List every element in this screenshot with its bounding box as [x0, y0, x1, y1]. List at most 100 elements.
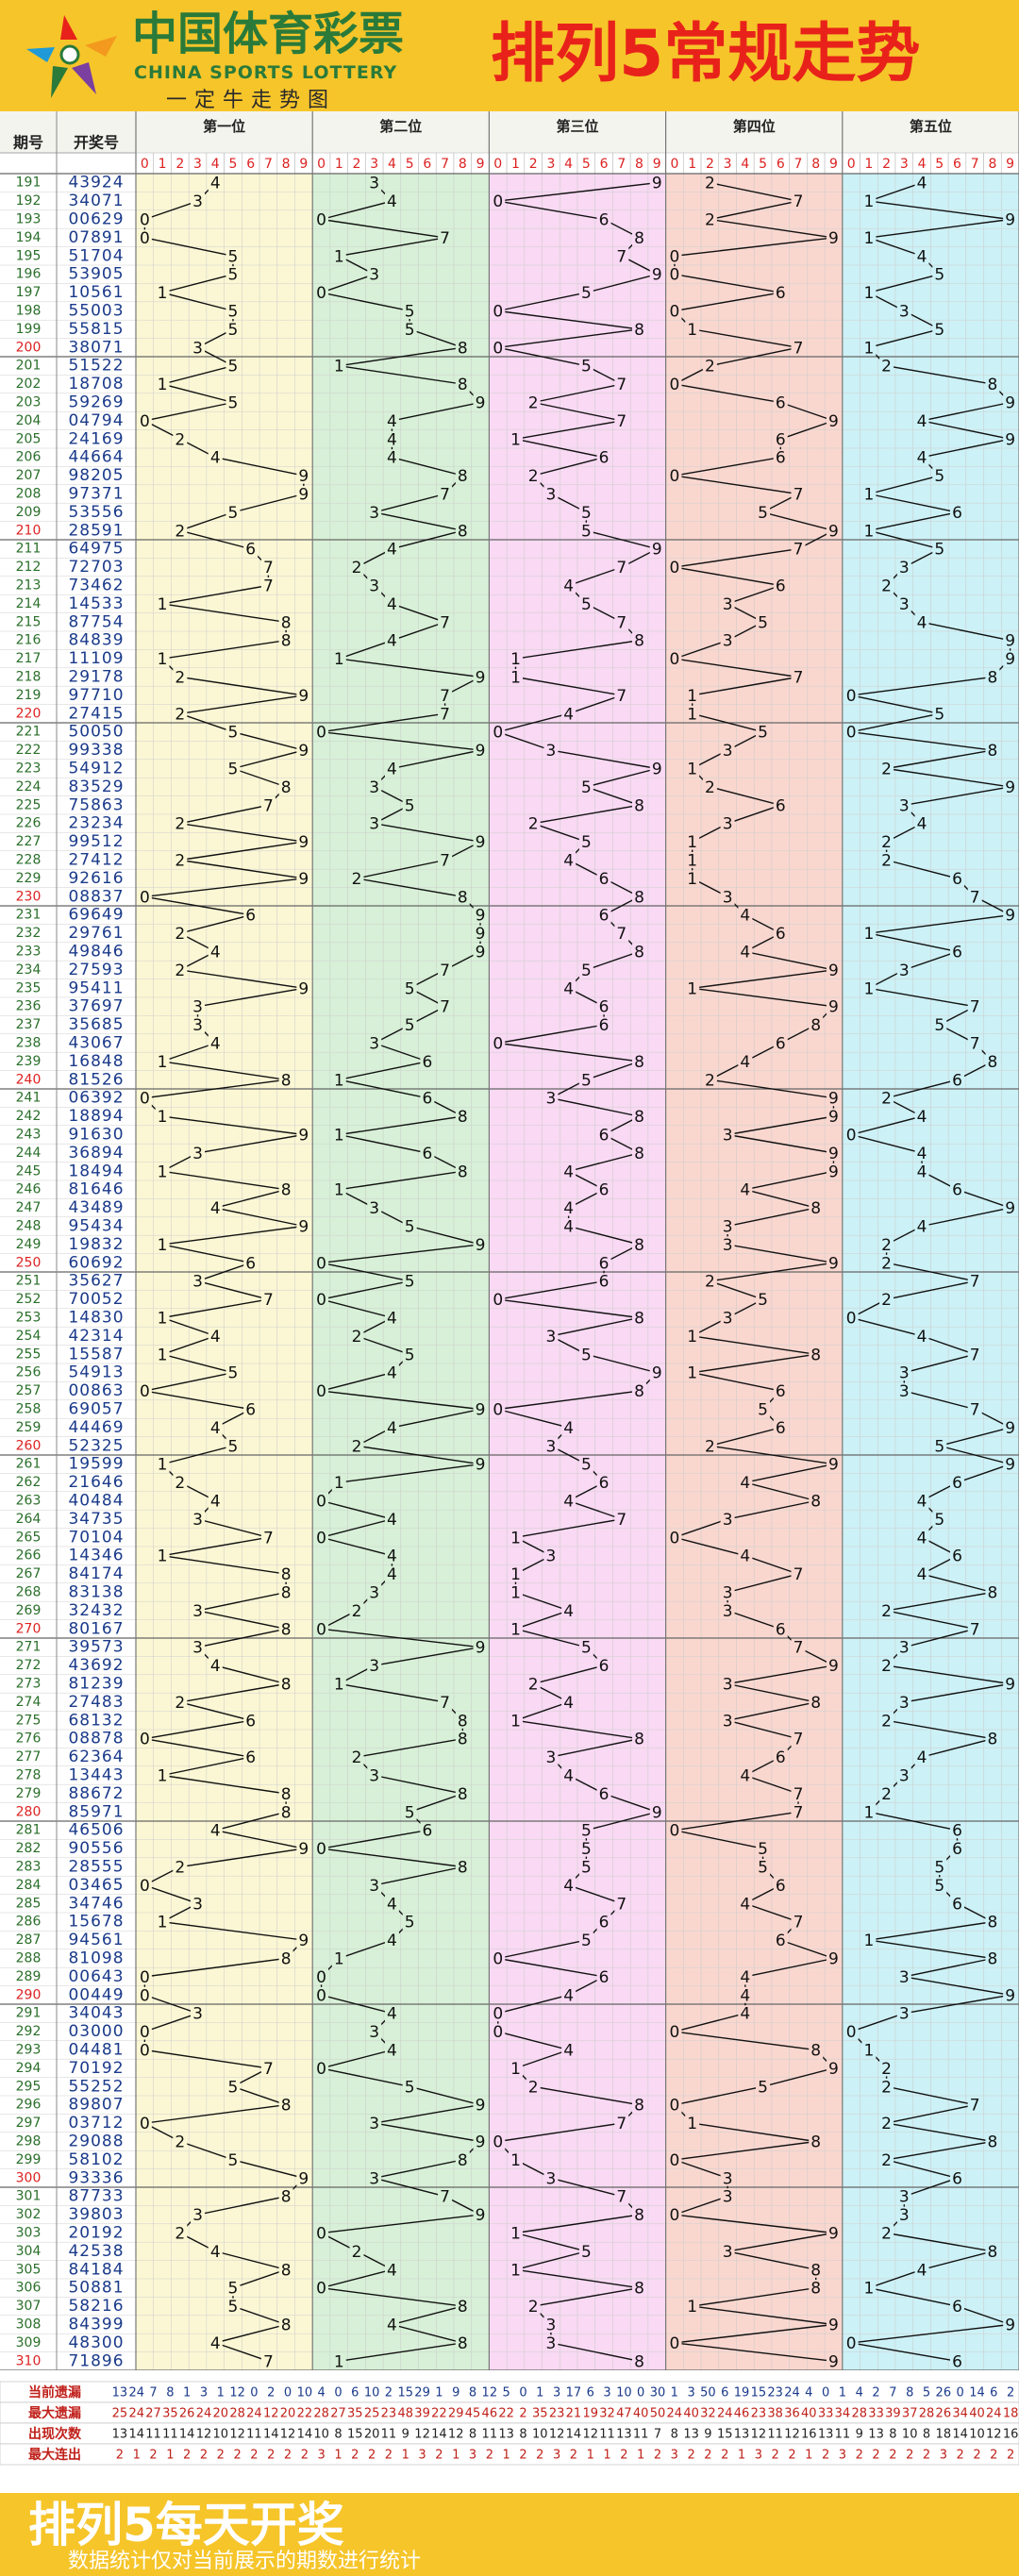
trend-point: 9 — [828, 1950, 839, 1969]
trend-point-bg — [296, 1840, 311, 1857]
trend-point: 6 — [599, 1254, 610, 1273]
trend-point: 8 — [281, 2261, 292, 2280]
trend-point: 0 — [493, 1950, 503, 1969]
stat-value: 2 — [183, 2449, 191, 2463]
trend-point: 3 — [899, 2188, 910, 2207]
trend-line — [318, 182, 483, 2362]
stat-value: 14 — [297, 2428, 313, 2442]
trend-point-bg — [384, 1895, 399, 1912]
trend-point-bg — [296, 687, 311, 704]
trend-point-bg — [278, 778, 293, 795]
trend-point: 0 — [316, 1620, 326, 1639]
stat-value: 23 — [549, 2407, 565, 2421]
trend-point: 6 — [776, 1382, 786, 1401]
stat-value: 24 — [717, 2407, 733, 2421]
stat-value: 15 — [751, 2386, 767, 2400]
stat-value: 25 — [112, 2407, 128, 2421]
stat-value: 18 — [1003, 2407, 1019, 2421]
trend-point: 6 — [776, 449, 786, 468]
stat-value: 47 — [616, 2407, 632, 2421]
draw-number: 07891 — [68, 228, 124, 247]
trend-point-bg — [632, 321, 647, 338]
trend-point: 9 — [476, 907, 486, 926]
stat-value: 0 — [284, 2386, 292, 2400]
issue-number: 218 — [16, 670, 42, 685]
trend-point-bg — [438, 687, 453, 704]
trend-point: 3 — [192, 192, 203, 211]
trend-point-bg — [614, 376, 629, 393]
digit-header: 4 — [564, 157, 573, 172]
trend-point-bg — [278, 1950, 293, 1966]
trend-point: 9 — [1005, 211, 1015, 230]
trend-point: 1 — [158, 1108, 168, 1127]
stat-value: 9 — [856, 2428, 863, 2442]
draw-number: 53556 — [68, 503, 124, 522]
trend-point: 0 — [316, 2280, 326, 2299]
digit-header: 5 — [935, 157, 944, 172]
trend-point: 0 — [846, 2334, 857, 2353]
trend-point: 6 — [245, 1712, 256, 1731]
trend-point: 8 — [281, 1584, 292, 1603]
trend-point: 9 — [828, 2352, 839, 2371]
trend-point-bg — [278, 2317, 293, 2333]
stat-value: 3 — [839, 2449, 846, 2463]
trend-point-bg — [314, 211, 329, 227]
trend-point: 8 — [458, 339, 468, 358]
trend-point: 6 — [599, 1016, 610, 1035]
stat-value: 3 — [469, 2449, 476, 2463]
stat-value: 5 — [503, 2386, 510, 2400]
trend-point-bg — [402, 979, 417, 996]
issue-number: 196 — [16, 267, 42, 282]
trend-point: 4 — [917, 2261, 927, 2280]
trend-point-bg — [278, 1584, 293, 1600]
draw-number: 81098 — [68, 1949, 124, 1968]
trend-point: 3 — [192, 1016, 203, 1035]
trend-point: 5 — [581, 833, 592, 852]
trend-point: 3 — [723, 1310, 733, 1329]
trend-point: 2 — [881, 2115, 892, 2133]
stat-value: 2 — [267, 2386, 275, 2400]
trend-point-bg — [191, 192, 206, 209]
trend-point-bg — [596, 1181, 611, 1198]
trend-point-bg — [226, 2298, 241, 2315]
trend-point: 9 — [298, 1840, 309, 1859]
trend-point: 5 — [581, 1071, 592, 1090]
stat-value: 0 — [250, 2386, 258, 2400]
draw-number: 81646 — [68, 1180, 124, 1199]
trend-point: 9 — [828, 2225, 839, 2244]
trend-point: 2 — [175, 925, 185, 944]
trend-point-bg — [438, 705, 453, 722]
issue-number: 268 — [16, 1585, 42, 1600]
draw-number: 95411 — [68, 979, 124, 997]
trend-point-bg — [578, 284, 593, 301]
stat-value: 1 — [166, 2449, 174, 2463]
stat-value: 23 — [751, 2407, 767, 2421]
stat-value: 23 — [767, 2386, 783, 2400]
trend-point: 8 — [281, 1565, 292, 1584]
trend-point: 5 — [934, 1511, 944, 1530]
trend-point: 8 — [810, 1346, 821, 1364]
trend-point: 6 — [952, 1822, 962, 1841]
trend-point: 4 — [740, 1053, 750, 1072]
trend-point: 8 — [810, 1199, 821, 1218]
draw-number: 49846 — [68, 943, 124, 962]
trend-point-bg — [260, 2352, 276, 2369]
trend-point-bg — [632, 1145, 647, 1162]
stat-value: 8 — [469, 2428, 476, 2442]
stat-value: 40 — [801, 2407, 817, 2421]
trend-point: 4 — [387, 1310, 397, 1329]
trend-point: 8 — [458, 2298, 468, 2317]
trend-point-bg — [191, 2206, 206, 2223]
trend-point: 1 — [863, 339, 874, 358]
trend-point: 2 — [175, 669, 185, 688]
trend-point: 7 — [793, 192, 804, 211]
draw-number: 90556 — [68, 1839, 124, 1858]
stat-value: 4 — [856, 2386, 863, 2400]
draw-column-header: 开奖号 — [74, 134, 119, 152]
stat-value: 2 — [973, 2449, 980, 2463]
issue-number: 226 — [16, 816, 42, 831]
trend-point: 1 — [510, 2225, 521, 2244]
trend-point: 4 — [563, 2042, 574, 2061]
trend-point: 5 — [228, 321, 239, 340]
trend-point: 6 — [776, 1035, 786, 1054]
